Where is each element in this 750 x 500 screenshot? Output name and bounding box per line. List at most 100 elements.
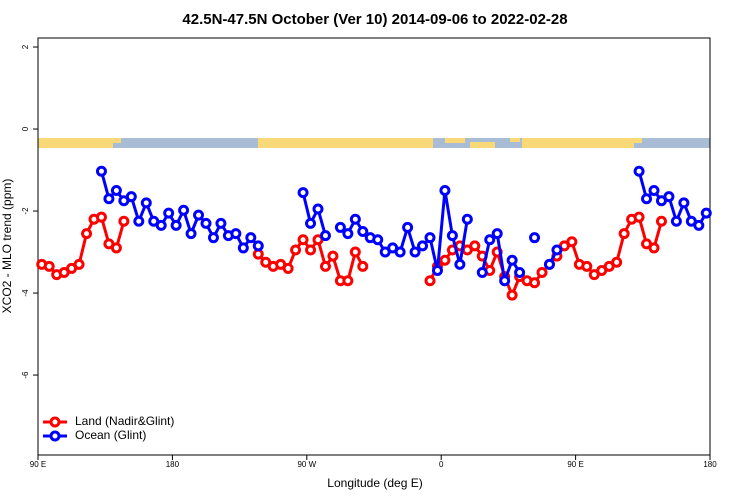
- point: [655, 215, 667, 227]
- point: [95, 165, 107, 177]
- point: [394, 246, 406, 258]
- point: [476, 267, 488, 279]
- point: [170, 219, 182, 231]
- point: [95, 211, 107, 223]
- point: [551, 244, 563, 256]
- point: [461, 213, 473, 225]
- series-line: [100, 170, 708, 287]
- point: [305, 217, 317, 229]
- point: [439, 185, 451, 197]
- y-tick-label: 0: [21, 126, 30, 131]
- x-tick-label: 90 E: [567, 460, 583, 469]
- point: [663, 191, 675, 203]
- point: [409, 246, 421, 258]
- point: [252, 240, 264, 252]
- y-tick-label: -6: [21, 371, 30, 379]
- point: [349, 213, 361, 225]
- point: [536, 267, 548, 279]
- point: [469, 240, 481, 252]
- point: [230, 228, 242, 240]
- y-tick-label: 2: [21, 44, 30, 49]
- point: [431, 264, 443, 276]
- point: [641, 193, 653, 205]
- chart-title: 42.5N-47.5N October (Ver 10) 2014-09-06 …: [182, 11, 567, 28]
- point: [200, 217, 212, 229]
- point: [581, 260, 593, 272]
- point: [648, 185, 660, 197]
- point: [334, 221, 346, 233]
- point: [618, 228, 630, 240]
- point: [357, 226, 369, 238]
- point: [693, 219, 705, 231]
- point: [207, 232, 219, 244]
- land-ocean-strip: [38, 138, 710, 148]
- point: [305, 244, 317, 256]
- point: [506, 289, 518, 301]
- point: [185, 228, 197, 240]
- point: [319, 230, 331, 242]
- point: [529, 277, 541, 289]
- point: [670, 215, 682, 227]
- x-tick-label: 90 E: [30, 460, 46, 469]
- point: [454, 258, 466, 270]
- y-tick-label: -4: [21, 289, 30, 297]
- point: [140, 197, 152, 209]
- y-tick-label: -2: [21, 207, 30, 215]
- x-axis-label: Longitude (deg E): [327, 476, 422, 490]
- point: [446, 230, 458, 242]
- legend-marker: [49, 416, 61, 428]
- point: [297, 234, 309, 246]
- point: [633, 211, 645, 223]
- legend-label: Land (Nadir&Glint): [75, 414, 174, 428]
- point: [312, 203, 324, 215]
- point: [402, 221, 414, 233]
- point: [215, 217, 227, 229]
- y-axis-label: XCO2 - MLO trend (ppm): [0, 179, 14, 314]
- point: [424, 232, 436, 244]
- legend-label: Ocean (Glint): [75, 428, 146, 442]
- point: [103, 193, 115, 205]
- point: [357, 260, 369, 272]
- point: [237, 242, 249, 254]
- point: [297, 187, 309, 199]
- point: [290, 244, 302, 256]
- point: [439, 254, 451, 266]
- point: [700, 207, 712, 219]
- legend-marker: [49, 430, 61, 442]
- point: [648, 242, 660, 254]
- point: [73, 258, 85, 270]
- point: [319, 260, 331, 272]
- point: [282, 262, 294, 274]
- point: [678, 197, 690, 209]
- point: [633, 165, 645, 177]
- point: [349, 246, 361, 258]
- point: [499, 275, 511, 287]
- point: [342, 228, 354, 240]
- point: [245, 232, 257, 244]
- point: [118, 215, 130, 227]
- point: [125, 191, 137, 203]
- point: [342, 275, 354, 287]
- point: [372, 234, 384, 246]
- point: [529, 232, 541, 244]
- point: [193, 209, 205, 221]
- point: [155, 219, 167, 231]
- point: [417, 240, 429, 252]
- point: [566, 236, 578, 248]
- x-tick-label: 90 W: [297, 460, 316, 469]
- point: [178, 204, 190, 216]
- point: [163, 207, 175, 219]
- point: [611, 256, 623, 268]
- point: [81, 228, 93, 240]
- x-tick-label: 0: [439, 460, 444, 469]
- point: [424, 275, 436, 287]
- point: [327, 250, 339, 262]
- point: [43, 260, 55, 272]
- point: [506, 254, 518, 266]
- point: [110, 185, 122, 197]
- point: [484, 234, 496, 246]
- point: [133, 215, 145, 227]
- point: [543, 258, 555, 270]
- x-tick-label: 180: [703, 460, 717, 469]
